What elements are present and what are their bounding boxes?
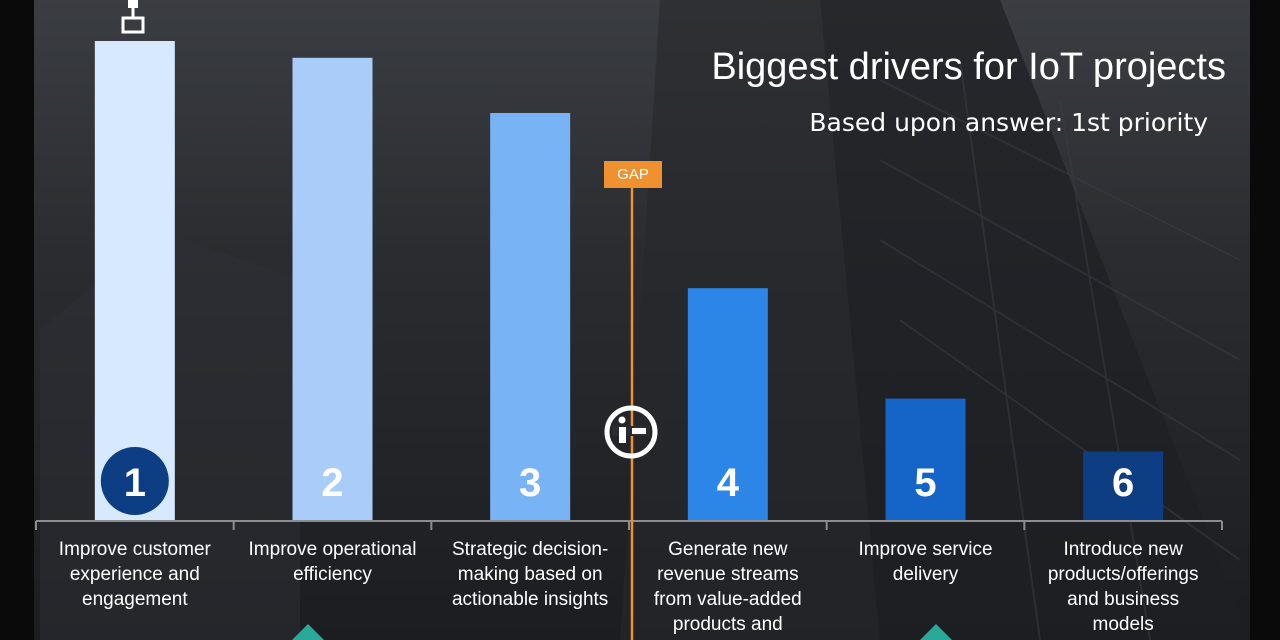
- chart-subtitle: Based upon answer: 1st priority: [809, 108, 1208, 137]
- category-label-line: Improve service: [858, 539, 993, 560]
- category-label-line: revenue streams: [657, 564, 799, 585]
- bar-2: [292, 57, 373, 522]
- rank-label-1: 1: [124, 461, 146, 505]
- category-label-line: products/offerings: [1047, 564, 1199, 585]
- category-label-1: Improve customer experience and engagement: [37, 537, 233, 612]
- category-label-line: Improve operational: [248, 539, 417, 560]
- category-label-line: experience and: [69, 564, 200, 585]
- rank-label-5: 5: [914, 461, 936, 505]
- diamond-icon: [292, 624, 324, 640]
- category-label-line: and business: [1067, 589, 1180, 610]
- bar-1: [94, 41, 175, 521]
- category-label-line: Strategic decision-: [452, 539, 609, 560]
- diamond-icon: [920, 624, 952, 640]
- gap-label: GAP: [604, 161, 662, 188]
- bar-6: [1083, 451, 1164, 521]
- category-label-6: Introduce new products/offerings and busin…: [1025, 537, 1221, 637]
- i-scope-logo-icon: [604, 405, 658, 459]
- rank-label-4: 4: [717, 461, 740, 505]
- category-label-line: Introduce new: [1063, 539, 1183, 560]
- chart-title: Biggest drivers for IoT projects: [711, 46, 1226, 88]
- bar-5: [885, 398, 966, 521]
- bar-3: [490, 113, 571, 521]
- category-label-line: Generate new: [668, 539, 788, 560]
- rank-label-3: 3: [519, 461, 541, 505]
- right-border: [1250, 0, 1280, 640]
- category-label-2: Improve operational efficiency: [235, 537, 431, 587]
- category-label-line: from value-added: [653, 589, 802, 610]
- category-label-line: delivery: [892, 564, 959, 585]
- left-border: [0, 0, 34, 640]
- category-label-5: Improve service delivery: [828, 537, 1024, 587]
- category-label-line: actionable insights: [451, 589, 609, 610]
- category-label-line: Improve customer: [58, 539, 211, 560]
- category-label-line: models: [1092, 614, 1154, 635]
- category-label-line: products and: [672, 614, 783, 635]
- category-label-line: efficiency: [293, 564, 372, 585]
- bar-4: [687, 288, 768, 521]
- rank-label-6: 6: [1112, 461, 1134, 505]
- category-label-4: Generate new revenue streams from value-ad…: [630, 537, 826, 637]
- category-label-line: making based on: [457, 564, 603, 585]
- category-label-3: Strategic decision-making based on action…: [432, 537, 628, 612]
- tower-icon: [121, 0, 145, 34]
- rank-label-2: 2: [321, 461, 343, 505]
- rank-badge-1: [100, 447, 169, 515]
- category-label-line: engagement: [82, 589, 188, 610]
